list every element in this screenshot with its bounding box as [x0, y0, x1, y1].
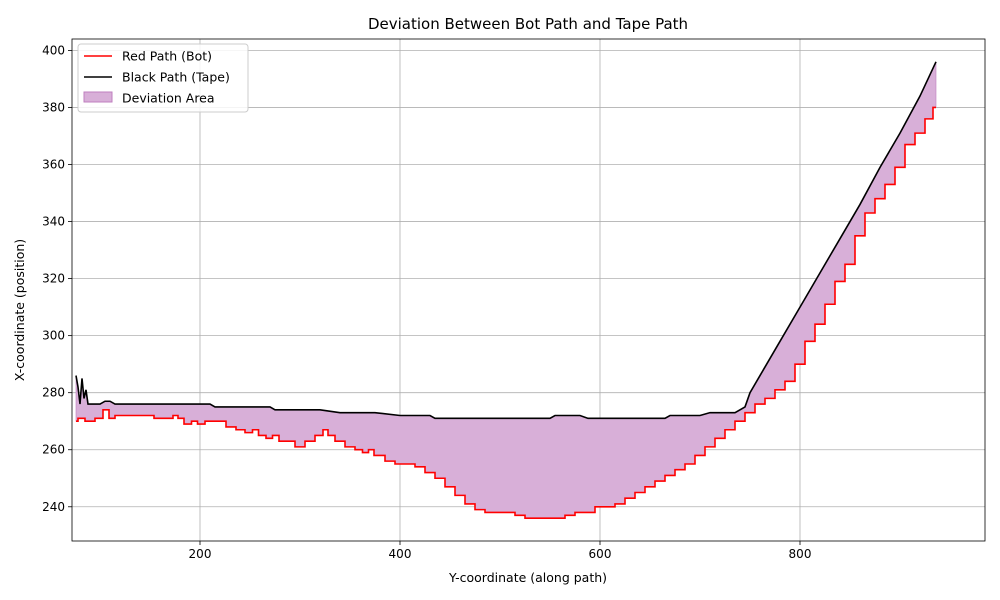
- y-tick-label: 360: [42, 158, 65, 172]
- y-tick-label: 380: [42, 100, 65, 114]
- plot-area: [75, 61, 937, 519]
- y-tick-label: 400: [42, 43, 65, 57]
- gridlines: [72, 39, 985, 541]
- y-axis-ticks: 240 260 280 300 320 340 360 380 400: [42, 43, 72, 514]
- x-tick-label: 200: [189, 547, 212, 561]
- legend-swatch-deviation-area: [83, 91, 113, 103]
- legend-label-tape: Black Path (Tape): [122, 70, 230, 85]
- y-tick-label: 260: [42, 443, 65, 457]
- chart-title: Deviation Between Bot Path and Tape Path: [368, 15, 688, 33]
- plot-frame: [71, 38, 986, 542]
- y-tick-label: 300: [42, 329, 65, 343]
- y-tick-label: 340: [42, 215, 65, 229]
- legend-label-bot: Red Path (Bot): [122, 49, 212, 64]
- black-path-tape-line: [75, 61, 937, 420]
- red-path-bot-line: [76, 106, 936, 519]
- legend-box: [77, 43, 249, 113]
- x-tick-label: 800: [789, 547, 812, 561]
- x-axis-label: Y-coordinate (along path): [448, 570, 607, 585]
- x-tick-label: 400: [389, 547, 412, 561]
- x-axis-ticks: 200 400 600 800: [189, 541, 812, 561]
- y-tick-label: 280: [42, 386, 65, 400]
- y-axis-label: X-coordinate (position): [12, 239, 27, 381]
- x-tick-label: 600: [589, 547, 612, 561]
- legend-label-deviation-area: Deviation Area: [122, 91, 215, 106]
- legend: Red Path (Bot) Black Path (Tape) Deviati…: [77, 43, 249, 113]
- y-tick-label: 240: [42, 500, 65, 514]
- y-tick-label: 320: [42, 272, 65, 286]
